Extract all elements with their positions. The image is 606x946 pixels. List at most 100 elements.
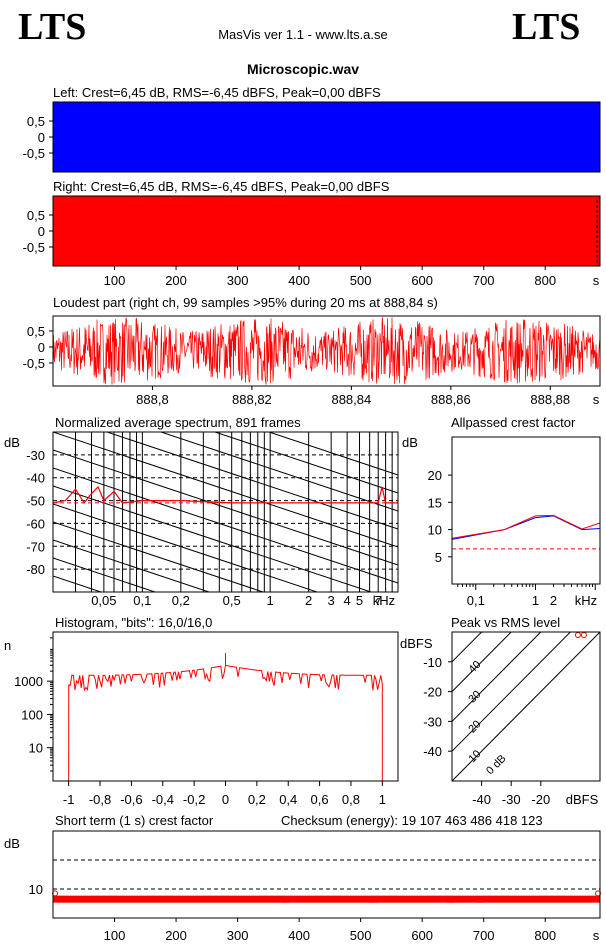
left-wave-title: Left: Crest=6,45 dB, RMS=-6,45 dBFS, Pea… <box>53 85 381 100</box>
histogram-xtick-label: -0,8 <box>89 792 111 807</box>
short-term-xtick-label: 800 <box>534 928 556 943</box>
spectrum-slope-line <box>53 449 398 566</box>
histogram-ylabel: n <box>4 638 11 653</box>
crest-series-right <box>451 514 601 539</box>
peak-rms-point-right <box>580 632 587 638</box>
loudest-frame <box>52 315 601 387</box>
histogram-xtick-label: 1 <box>379 792 386 807</box>
loudest-xtick-label: 888,86 <box>431 392 471 407</box>
peak-rms-diagonals <box>452 632 600 781</box>
right-wave-xtick-label: 300 <box>227 273 249 288</box>
checksum-text: Checksum (energy): 19 107 463 486 418 12… <box>281 813 543 828</box>
histogram-xtick-label: 0 <box>222 792 229 807</box>
crest-x-unit: kHz <box>575 593 597 608</box>
histogram-xtick-label: -1 <box>63 792 75 807</box>
histogram-xtick-label: -0,2 <box>183 792 205 807</box>
peak-rms-ytick-label: -10 <box>423 655 442 670</box>
crest-ytick-label: 15 <box>428 495 442 510</box>
spectrum-xtick-label: 4 <box>344 593 351 608</box>
crest-frame <box>451 436 601 585</box>
spectrum-grid <box>53 432 398 781</box>
app-title: MasVis ver 1.1 - www.lts.a.se <box>218 27 388 42</box>
spectrum-slope-line <box>53 666 398 781</box>
spectrum-slope-line <box>53 467 398 584</box>
peak-rms-diagonal <box>452 632 572 752</box>
peak-rms-diagonal-label: 40 <box>466 659 483 676</box>
spectrum-xtick-label: 7 <box>375 593 382 608</box>
spectrum-xtick-label: 3 <box>328 593 335 608</box>
file-name: Microscopic.wav <box>246 61 360 77</box>
histogram-series-line <box>68 664 383 782</box>
crest-xtick-label: 0,1 <box>467 593 485 608</box>
peak-rms-xtick-label: -40 <box>472 792 491 807</box>
peak-rms-ytick-label: -30 <box>423 714 442 729</box>
spectrum-slope-line <box>53 594 398 709</box>
short-term-xtick-label: 600 <box>411 928 433 943</box>
spectrum-ytick-label: -30 <box>26 448 45 463</box>
crest-xtick-label: 1 <box>532 593 539 608</box>
crest-ytick-label: 10 <box>428 523 442 538</box>
crest-ytick-label: 20 <box>428 468 442 483</box>
histogram-ytick-label: 10 <box>29 741 43 756</box>
lts-logo-right: LTS <box>512 6 581 48</box>
spectrum-slope-line <box>213 432 398 494</box>
spectrum-ytick-label: -80 <box>26 562 45 577</box>
histogram-title: Histogram, "bits": 16,0/16,0 <box>55 615 212 630</box>
right-wave-x-unit: s <box>593 273 600 288</box>
short-term-xtick-label: 100 <box>104 928 126 943</box>
spectrum-ylabel: dB <box>4 435 20 450</box>
spectrum-xtick-label: 1 <box>267 593 274 608</box>
right-wave-xtick-label: 800 <box>534 273 556 288</box>
short-term-series-band <box>53 895 600 903</box>
spectrum-ytick-label: -50 <box>26 494 45 509</box>
crest-ylabel: dB <box>402 435 418 450</box>
left-wave-ytick-label: 0,5 <box>27 114 45 129</box>
histogram-xtick-label: 0,8 <box>342 792 360 807</box>
right-wave-xtick-label: 500 <box>350 273 372 288</box>
left-wave-ytick-label: 0 <box>38 130 45 145</box>
peak-rms-ytick-label: -20 <box>423 685 442 700</box>
spectrum-slope-line <box>53 432 398 548</box>
histogram-xtick-label: 0,4 <box>279 792 297 807</box>
peak-rms-diagonal <box>452 632 600 781</box>
spectrum-slope-line <box>53 630 398 745</box>
spectrum-slope-line <box>53 557 157 592</box>
crest-xtick-label: 2 <box>550 593 557 608</box>
short-term-xtick-label: 200 <box>165 928 187 943</box>
spectrum-frame <box>52 431 399 593</box>
spectrum-slope-line <box>53 539 211 592</box>
crest-series-left <box>451 515 601 540</box>
spectrum-xtick-label: 0,2 <box>172 593 190 608</box>
right-wave-xtick-label: 100 <box>104 273 126 288</box>
histogram-ytick-label: 100 <box>21 707 43 722</box>
loudest-ytick-label: 0 <box>38 340 45 355</box>
histogram-ytick-label: 1000 <box>14 674 43 689</box>
spectrum-slope-line <box>267 432 398 476</box>
spectrum-ytick-label: -70 <box>26 539 45 554</box>
peak-rms-xtick-label: -20 <box>531 792 550 807</box>
loudest-ytick-label: 0,5 <box>27 324 45 339</box>
short-term-title: Short term (1 s) crest factor <box>55 813 214 828</box>
peak-rms-diagonal-label: 30 <box>466 688 483 705</box>
peak-rms-title: Peak vs RMS level <box>451 615 560 630</box>
loudest-x-unit: s <box>593 392 600 407</box>
loudest-xtick-label: 888,8 <box>136 392 169 407</box>
short-term-xtick-label: 500 <box>350 928 372 943</box>
right-wave-xtick-label: 700 <box>473 273 495 288</box>
spectrum-ytick-label: -40 <box>26 471 45 486</box>
peak-rms-diagonal-label: 10 <box>466 748 483 765</box>
loudest-title: Loudest part (right ch, 99 samples >95% … <box>53 295 438 310</box>
peak-rms-frame <box>451 631 601 782</box>
peak-rms-diagonal <box>452 632 512 692</box>
short-term-xtick-label: 700 <box>473 928 495 943</box>
short-term-frame <box>52 830 601 919</box>
peak-rms-ylabel: dBFS <box>400 636 433 651</box>
loudest-ytick-label: -0,5 <box>23 356 45 371</box>
peak-rms-diagonal-label: 0 dB <box>484 753 508 777</box>
spectrum-title: Normalized average spectrum, 891 frames <box>55 415 301 430</box>
histogram-xtick-label: -0,6 <box>120 792 142 807</box>
peak-rms-diagonal <box>452 632 542 722</box>
spectrum-slope-line <box>53 521 265 592</box>
right-wave-xtick-label: 600 <box>411 273 433 288</box>
crest-title: Allpassed crest factor <box>451 415 576 430</box>
